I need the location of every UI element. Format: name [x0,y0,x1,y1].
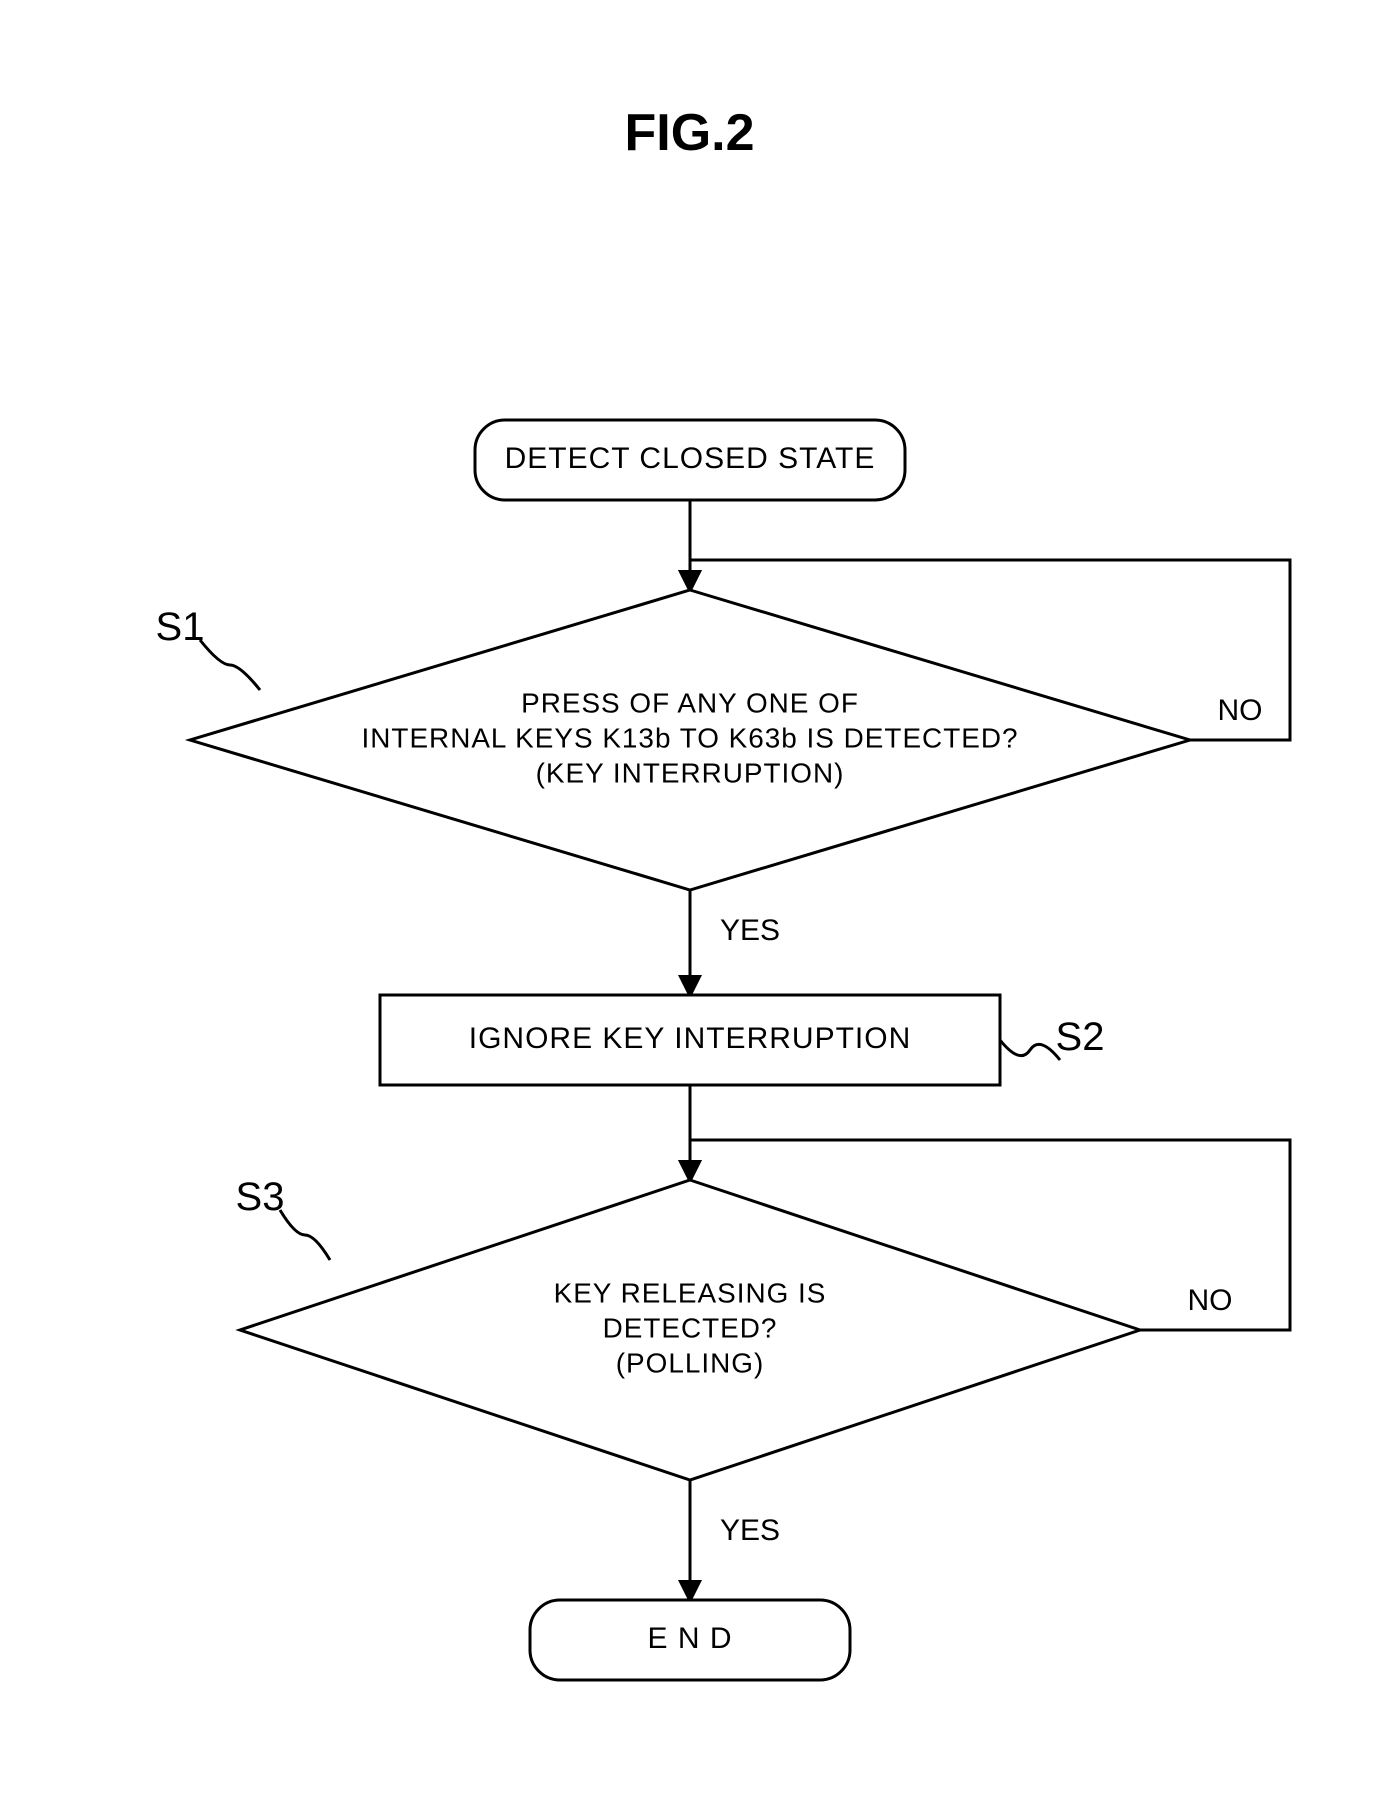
step-label-S1: S1 [156,605,205,649]
squiggle-1 [1000,1040,1060,1060]
node-s2: IGNORE KEY INTERRUPTION S2 [380,995,1104,1085]
node-end: E N D [530,1600,850,1680]
step-label-S3: S3 [236,1175,285,1219]
edge-label-1: YES [720,914,780,947]
svg-text:DETECTED?: DETECTED? [603,1312,778,1343]
nodes: DETECT CLOSED STATE PRESS OF ANY ONE OFIN… [156,420,1190,1680]
svg-text:(KEY INTERRUPTION): (KEY INTERRUPTION) [536,757,845,788]
squiggle-2 [280,1210,330,1260]
svg-text:INTERNAL KEYS K13b TO K63b IS: INTERNAL KEYS K13b TO K63b IS DETECTED? [362,722,1019,753]
node-s1: PRESS OF ANY ONE OFINTERNAL KEYS K13b TO… [156,590,1190,890]
svg-text:IGNORE KEY INTERRUPTION: IGNORE KEY INTERRUPTION [469,1022,912,1055]
svg-text:KEY RELEASING IS: KEY RELEASING IS [554,1278,827,1309]
edge-label-4: YES [720,1514,780,1547]
figure-title: FIG.2 [624,104,754,162]
node-start: DETECT CLOSED STATE [475,420,905,500]
edge-label-2: NO [1218,694,1263,727]
svg-text:E N D: E N D [647,1622,732,1655]
svg-text:PRESS OF ANY ONE OF: PRESS OF ANY ONE OF [521,688,859,719]
node-s3: KEY RELEASING ISDETECTED? (POLLING) S3 [236,1175,1140,1480]
flowchart-canvas: FIG.2 YES NO YES NO DETECT CLOSED STATE PRESS … [0,0,1379,1805]
svg-text:DETECT CLOSED STATE: DETECT CLOSED STATE [505,442,876,475]
squiggle-0 [200,640,260,690]
svg-text:(POLLING): (POLLING) [616,1347,764,1378]
edge-label-5: NO [1188,1284,1233,1317]
step-label-S2: S2 [1056,1015,1105,1059]
